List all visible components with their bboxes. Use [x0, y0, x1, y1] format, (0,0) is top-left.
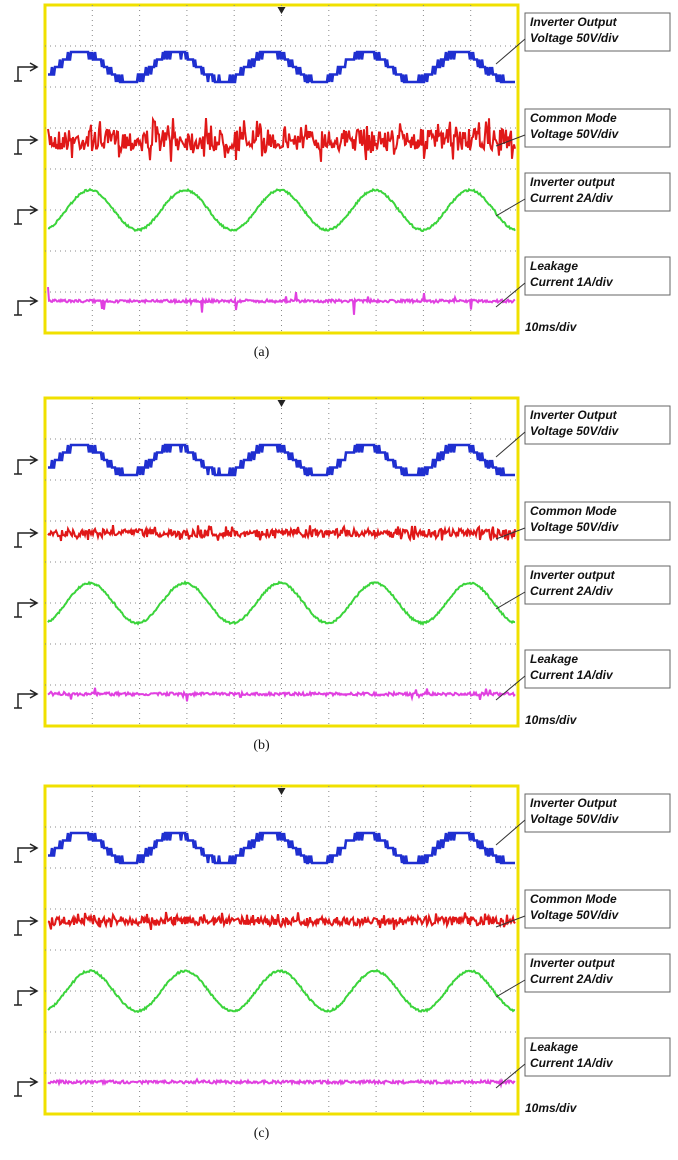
trace-label: Inverter Output [530, 796, 618, 810]
figure: Inverter Output Voltage 50V/div Common Mod… [0, 0, 678, 1155]
trace-label: Leakage [530, 259, 578, 273]
trace-label: Current 2A/div [530, 972, 614, 986]
trace-label: Voltage 50V/div [530, 520, 620, 534]
trace-label: Inverter output [530, 568, 616, 582]
timebase-label: 10ms/div [525, 1101, 578, 1115]
trace-label: Common Mode [530, 111, 617, 125]
scope-panel: Inverter Output Voltage 50V/div Common Mod… [14, 786, 670, 1141]
timebase-label: 10ms/div [525, 713, 578, 727]
ground-marker [14, 63, 37, 81]
trace-label: Inverter Output [530, 408, 618, 422]
trace-label: Voltage 50V/div [530, 908, 620, 922]
trace-label: Current 1A/div [530, 275, 614, 289]
trace-label: Voltage 50V/div [530, 812, 620, 826]
ground-marker [14, 529, 37, 547]
ground-marker [14, 690, 37, 708]
timebase-label: 10ms/div [525, 320, 578, 334]
trace-label: Current 2A/div [530, 584, 614, 598]
ground-marker [14, 1078, 37, 1096]
trace-label: Inverter output [530, 956, 616, 970]
trace-label: Leakage [530, 1040, 578, 1054]
panel-caption: (a) [254, 345, 270, 360]
panel-caption: (b) [253, 738, 270, 753]
ground-marker [14, 844, 37, 862]
trace-label: Voltage 50V/div [530, 31, 620, 45]
ground-marker [14, 987, 37, 1005]
trace-label: Common Mode [530, 892, 617, 906]
trace-label: Current 1A/div [530, 668, 614, 682]
ground-marker [14, 599, 37, 617]
trace-label: Current 1A/div [530, 1056, 614, 1070]
trace-label: Inverter Output [530, 15, 618, 29]
trace-label: Voltage 50V/div [530, 127, 620, 141]
ground-marker [14, 917, 37, 935]
panel-caption: (c) [254, 1126, 270, 1141]
trace-label: Inverter output [530, 175, 616, 189]
trace-label: Common Mode [530, 504, 617, 518]
ground-marker [14, 206, 37, 224]
ground-marker [14, 456, 37, 474]
scope-panel: Inverter Output Voltage 50V/div Common Mod… [14, 5, 670, 360]
ground-marker [14, 297, 37, 315]
scope-panel: Inverter Output Voltage 50V/div Common Mod… [14, 398, 670, 753]
ground-marker [14, 136, 37, 154]
trace-label: Voltage 50V/div [530, 424, 620, 438]
trace-label: Current 2A/div [530, 191, 614, 205]
trace-label: Leakage [530, 652, 578, 666]
